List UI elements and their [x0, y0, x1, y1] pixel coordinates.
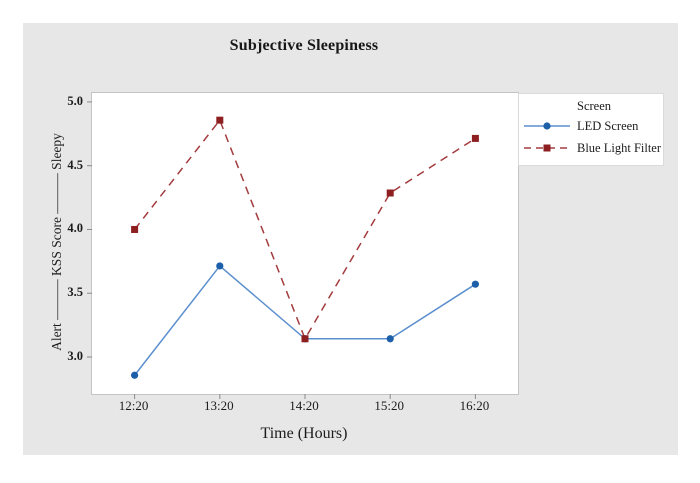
x-tick-label: 13:20	[203, 398, 234, 413]
legend-label-led-screen: LED Screen	[577, 118, 639, 133]
chart-title: Subjective Sleepiness	[229, 37, 379, 54]
x-tick-label: 14:20	[289, 398, 319, 413]
legend-title: Screen	[577, 99, 612, 113]
legend-item-led-screen: LED Screen	[519, 115, 663, 137]
x-tick-label: 12:20	[118, 398, 149, 413]
y-tick-label: 3.5	[67, 285, 83, 300]
plot-area	[87, 92, 519, 399]
y-tick-label: 4.5	[67, 157, 83, 172]
y-tick-label: 5.0	[67, 93, 83, 108]
blue-light-filter-line-swatch	[524, 144, 570, 152]
x-tick-label: 16:20	[459, 398, 490, 413]
legend-label-blue-light-filter: Blue Light Filter	[577, 140, 662, 155]
plot-canvas	[87, 101, 479, 399]
legend: Screen LED Screen Blue Light Filter	[518, 93, 664, 166]
x-axis-title: Time (Hours)	[260, 425, 348, 442]
y-tick-label: 3.0	[67, 349, 83, 363]
y-tick-label: 4.0	[67, 221, 83, 236]
x-tick-label: 15:20	[374, 398, 404, 413]
chart-panel: Subjective Sleepiness Alert ——— KSS Scor…	[23, 23, 678, 455]
led-screen-line-swatch	[524, 122, 570, 130]
legend-item-blue-light-filter: Blue Light Filter	[519, 137, 663, 159]
